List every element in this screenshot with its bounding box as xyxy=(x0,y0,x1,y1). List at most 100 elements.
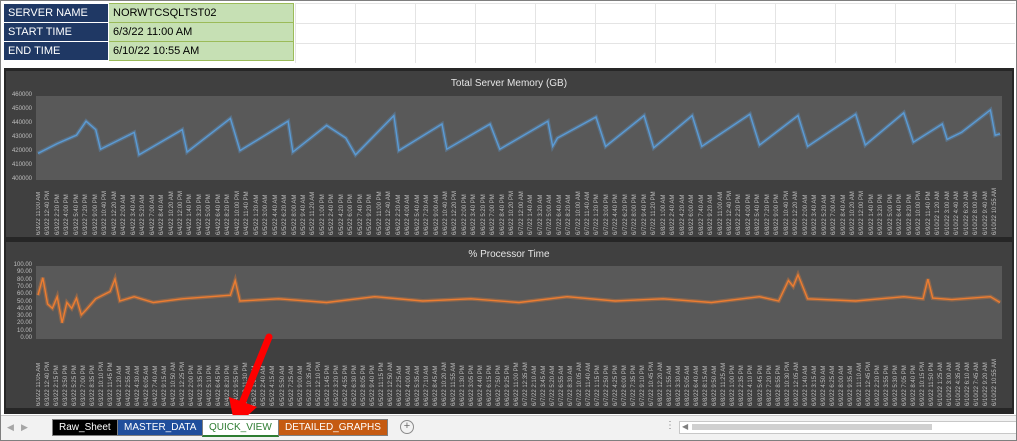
x-tick-label: 6/7/22 8:20 AM xyxy=(566,194,573,235)
x-tick-label: 6/6/22 9:25 PM xyxy=(504,365,511,406)
x-tick-label: 6/8/22 2:20 PM xyxy=(736,194,743,235)
x-tick-label: 6/3/22 7:20 PM xyxy=(83,194,90,235)
x-tick-label: 6/7/22 9:10 PM xyxy=(640,365,647,406)
x-tick-label: 6/6/22 7:00 PM xyxy=(490,194,497,235)
prev-sheet-icon[interactable]: ◀ xyxy=(7,422,14,432)
info-value[interactable]: 6/10/22 10:55 AM xyxy=(108,41,294,61)
x-tick-label: 6/10/22 1:20 AM xyxy=(935,191,942,235)
x-tick-label: 6/8/22 2:35 PM xyxy=(739,365,746,406)
info-label[interactable]: END TIME xyxy=(3,41,109,61)
x-tick-label: 6/8/22 1:00 PM xyxy=(730,365,737,406)
plus-circle-icon[interactable]: + xyxy=(400,420,414,434)
info-value[interactable]: 6/3/22 11:00 AM xyxy=(108,22,294,42)
x-tick-label: 6/7/22 11:20 PM xyxy=(651,191,658,235)
tab-master-data[interactable]: MASTER_DATA xyxy=(117,419,204,436)
x-tick-label: 6/10/22 9:20 AM xyxy=(982,362,989,406)
x-tick-label: 6/4/22 7:40 AM xyxy=(153,365,160,406)
scrollbar-thumb[interactable] xyxy=(692,424,932,430)
x-tick-label: 6/3/22 4:00 PM xyxy=(64,194,71,235)
x-tick-label: 6/4/22 8:20 PM xyxy=(225,194,232,235)
x-tick-label: 6/5/22 2:40 PM xyxy=(329,194,336,235)
horizontal-scrollbar[interactable]: ◀ xyxy=(679,421,1016,434)
x-tick-label: 6/9/22 6:25 AM xyxy=(829,365,836,406)
chart-svg xyxy=(37,106,1001,159)
x-tick-label: 6/5/22 4:40 AM xyxy=(272,194,279,235)
plot-area xyxy=(36,96,1002,180)
info-label[interactable]: START TIME xyxy=(3,22,109,42)
next-sheet-icon[interactable]: ▶ xyxy=(21,422,28,432)
x-tick-label: 6/8/22 6:40 AM xyxy=(694,365,701,406)
x-tick-label: 6/4/22 10:20 AM xyxy=(168,191,175,235)
x-tick-label: 6/7/22 12:00 AM xyxy=(518,191,525,235)
y-tick-label: 40.00 xyxy=(16,305,32,312)
x-tick-label: 6/8/22 10:40 PM xyxy=(783,190,790,235)
x-tick-label: 6/5/22 9:20 PM xyxy=(367,194,374,235)
x-tick-label: 6/4/22 12:25 PM xyxy=(180,361,187,406)
memory-chart-panel[interactable]: Total Server Memory (GB) 460000 450000 440… xyxy=(6,71,1012,237)
y-tick-label: 410000 xyxy=(11,162,32,168)
kebab-icon[interactable]: ⋮ xyxy=(665,420,675,431)
y-tick-label: 420000 xyxy=(11,148,32,154)
x-tick-label: 6/6/22 10:40 AM xyxy=(443,191,449,235)
x-tick-label: 6/9/22 10:20 AM xyxy=(850,191,857,235)
x-tick-label: 6/4/22 4:30 AM xyxy=(135,365,142,406)
x-tick-label: 6/6/22 4:00 AM xyxy=(405,365,412,406)
tab-quick-view[interactable]: QUICK_VIEW xyxy=(202,419,279,437)
x-tick-label: 6/4/22 5:20 AM xyxy=(140,194,147,235)
x-tick-label: 6/4/22 3:20 PM xyxy=(196,194,203,235)
tab-detailed-graphs[interactable]: DETAILED_GRAPHS xyxy=(278,419,388,436)
y-tick-label: 460000 xyxy=(11,92,32,98)
x-tick-label: 6/8/22 5:05 AM xyxy=(685,365,692,406)
x-tick-label: 6/9/22 2:20 PM xyxy=(874,365,881,406)
x-tick-label: 6/6/22 5:20 PM xyxy=(480,194,487,235)
x-tick-label: 6/6/22 3:40 PM xyxy=(471,194,478,235)
x-tick-label: 6/10/22 3:00 AM xyxy=(944,191,951,235)
y-tick-label: 400000 xyxy=(11,176,32,182)
x-tick-label: 6/6/22 12:40 AM xyxy=(386,191,393,235)
x-tick-label: 6/8/22 1:00 AM xyxy=(660,194,667,235)
x-tick-label: 6/9/22 6:40 PM xyxy=(897,194,904,235)
x-tick-label: 6/7/22 12:35 AM xyxy=(523,362,530,406)
x-tick-label: 6/9/22 1:40 AM xyxy=(802,365,809,406)
x-tick-label: 6/7/22 2:50 PM xyxy=(604,365,611,406)
x-tick-label: 6/3/22 8:35 PM xyxy=(90,365,97,406)
x-tick-label: 6/3/22 7:00 PM xyxy=(81,365,88,406)
x-tick-label: 6/3/22 12:40 PM xyxy=(45,190,52,235)
x-tick-label: 6/3/22 12:40 PM xyxy=(45,361,52,406)
x-tick-label: 6/7/22 4:40 PM xyxy=(613,194,620,235)
x-tick-label: 6/6/22 10:20 PM xyxy=(509,190,516,235)
x-tick-label: 6/9/22 11:40 PM xyxy=(925,191,932,235)
scroll-left-icon[interactable]: ◀ xyxy=(682,422,689,431)
info-row: SERVER NAME NORWTCSQLTST02 xyxy=(3,3,294,23)
x-tick-label: 6/9/22 7:05 PM xyxy=(901,365,908,406)
x-tick-label: 6/7/22 8:00 PM xyxy=(632,194,639,235)
x-tick-label: 6/6/22 8:40 PM xyxy=(499,194,506,235)
cpu-chart-panel[interactable]: % Processor Time 100.00 90.00 80.00 70.00 60… xyxy=(6,242,1012,408)
x-tick-label: 6/7/22 2:10 AM xyxy=(532,365,539,406)
x-tick-label: 6/6/22 4:00 AM xyxy=(405,194,412,235)
y-tick-label: 450000 xyxy=(11,106,32,112)
x-tick-label: 6/6/22 9:00 AM xyxy=(433,194,440,235)
x-tick-label: 6/6/22 8:45 AM xyxy=(432,365,439,406)
x-tick-label: 6/8/22 7:20 PM xyxy=(764,194,771,235)
x-tick-label: 6/6/22 2:20 AM xyxy=(395,194,402,235)
info-label[interactable]: SERVER NAME xyxy=(3,3,109,23)
x-tick-label: 6/4/22 3:35 PM xyxy=(198,365,205,406)
x-tick-label: 6/6/22 7:50 PM xyxy=(495,365,502,406)
x-tick-label: 6/9/22 4:50 AM xyxy=(820,365,827,406)
x-tick-label: 6/4/22 12:00 PM xyxy=(177,190,184,235)
x-tick-label: 6/10/22 10:55 AM xyxy=(992,187,998,235)
x-tick-label: 6/3/22 2:15 PM xyxy=(54,365,61,406)
x-tick-label: 6/9/22 9:35 AM xyxy=(847,365,854,406)
tab-raw-sheet[interactable]: Raw_Sheet xyxy=(52,419,118,436)
y-tick-label: 90.00 xyxy=(16,269,32,276)
x-tick-label: 6/6/22 2:00 PM xyxy=(461,194,468,235)
info-value[interactable]: NORWTCSQLTST02 xyxy=(108,3,294,23)
x-tick-label: 6/10/22 1:25 AM xyxy=(937,362,944,406)
y-tick-label: 20.00 xyxy=(16,320,32,327)
x-tick-label: 6/9/22 5:30 PM xyxy=(892,365,899,406)
x-tick-label: 6/5/22 4:20 PM xyxy=(338,194,345,235)
x-tick-label: 6/7/22 3:00 PM xyxy=(603,194,610,235)
y-tick-label: 10.00 xyxy=(16,327,32,334)
